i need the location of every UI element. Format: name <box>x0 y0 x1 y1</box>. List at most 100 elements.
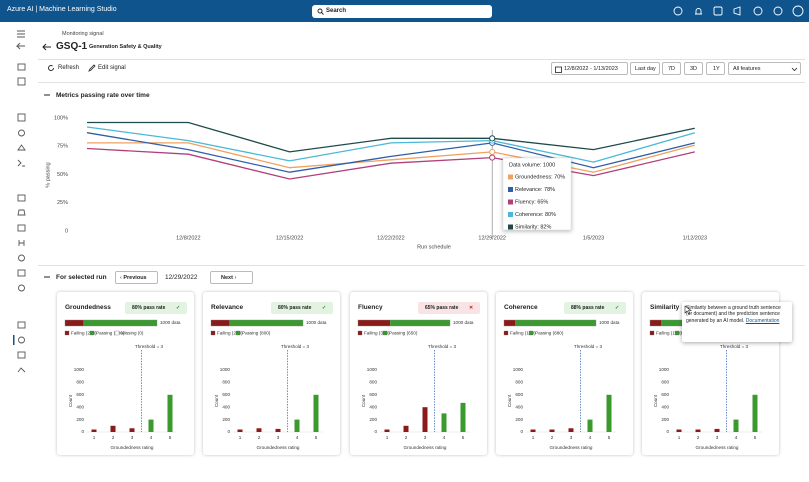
help-icon[interactable] <box>753 6 763 16</box>
tooltip-swatch <box>508 174 513 180</box>
series-line <box>87 142 695 173</box>
feature-filter: All features <box>733 66 761 72</box>
metric-card: Fluency 65% pass rate ✕ <box>350 292 487 455</box>
range-label: 7D <box>668 66 676 72</box>
active-indicator <box>13 335 15 345</box>
edit-signal-button[interactable]: Edit signal <box>98 65 126 71</box>
series-line <box>86 126 695 163</box>
tooltip-item: Groundedness: 70% <box>515 174 565 180</box>
status-icon: ✓ <box>176 305 181 311</box>
next-button[interactable]: Next › <box>210 271 253 284</box>
feature-dropdown[interactable]: All features <box>728 62 801 75</box>
history-icon[interactable] <box>673 6 683 16</box>
settings-icon[interactable] <box>713 6 723 16</box>
search-box[interactable]: Search <box>312 5 492 18</box>
hover-point <box>489 154 496 161</box>
emoji-icon[interactable] <box>773 6 783 16</box>
nav-icon[interactable] <box>17 159 25 167</box>
hover-point <box>489 137 496 144</box>
card-title: Fluency <box>358 304 383 311</box>
collapse-icon[interactable] <box>43 92 51 98</box>
calendar-icon <box>555 66 562 73</box>
y-tick-label: 25% <box>57 200 68 206</box>
nav-icon[interactable] <box>17 269 26 277</box>
top-bar: Azure AI | Machine Learning Studio Searc… <box>0 0 809 22</box>
card-title: Relevance <box>211 304 244 311</box>
search-icon <box>317 8 324 15</box>
range-button[interactable]: 3D <box>684 62 703 75</box>
tooltip-item: Fluency: 65% <box>515 199 548 205</box>
tooltip-box <box>502 157 572 231</box>
y-tick-label: 75% <box>57 144 68 150</box>
y-tick-label: 50% <box>57 172 68 178</box>
nav-icon[interactable] <box>18 284 25 292</box>
range-button[interactable]: 7D <box>662 62 681 75</box>
page-title: GSQ-1 <box>56 41 88 52</box>
nav-icon[interactable] <box>18 129 25 137</box>
catalog-icon[interactable] <box>17 77 26 86</box>
monitoring-icon[interactable] <box>18 336 25 344</box>
section-title: For selected run <box>56 274 107 281</box>
pass-rate: 65% pass rate <box>425 305 459 311</box>
nav-icon[interactable] <box>18 254 25 262</box>
tooltip-swatch <box>508 212 513 217</box>
status-icon: ✓ <box>322 305 327 311</box>
series-line <box>86 132 695 173</box>
divider <box>38 82 805 83</box>
x-axis-label: Run schedule <box>417 244 451 250</box>
hover-point <box>489 135 496 142</box>
x-tick-label: 1/5/2023 <box>583 235 604 241</box>
bell-icon[interactable] <box>695 8 702 15</box>
next-text: Next <box>221 275 233 281</box>
nav-icon[interactable] <box>17 194 26 202</box>
x-tick-label: 12/15/2022 <box>276 235 304 241</box>
back-icon[interactable] <box>15 42 25 50</box>
back-arrow[interactable] <box>41 42 53 52</box>
card-title: Similarity <box>650 304 680 311</box>
breadcrumb[interactable]: Monitoring signal <box>62 31 104 37</box>
pass-rate: 80% pass rate <box>278 305 312 311</box>
home-icon[interactable] <box>17 63 26 71</box>
nav-icon[interactable] <box>18 240 25 246</box>
pass-rate-chip: 65% pass rate ✕ <box>418 302 480 314</box>
tooltip-item: Similarity: 82% <box>515 224 551 230</box>
pass-rate: 80% pass rate <box>132 305 166 311</box>
pass-rate: 88% pass rate <box>571 305 605 311</box>
divider <box>38 265 805 266</box>
nav-icon[interactable] <box>17 144 26 151</box>
collapse-icon[interactable] <box>43 274 51 280</box>
tooltip-item: Relevance: 78% <box>515 187 555 193</box>
edit-icon <box>88 64 96 72</box>
previous-button[interactable]: ‹ Previous <box>115 271 158 284</box>
refresh-button[interactable]: Refresh <box>58 65 80 71</box>
x-tick-label: 1/12/2023 <box>683 235 707 241</box>
tooltip-swatch <box>508 199 513 205</box>
range-button[interactable]: 1Y <box>706 62 725 75</box>
metric-card: Relevance 80% pass rate ✓ <box>203 292 340 455</box>
metric-tooltip: Similarity between a ground truth senten… <box>682 302 792 342</box>
nav-icon[interactable] <box>17 209 26 216</box>
nav-icon[interactable] <box>17 351 26 359</box>
nav-icon[interactable] <box>17 113 26 122</box>
nav-icon[interactable] <box>17 224 26 232</box>
x-tick-label: 12/29/2022 <box>478 235 506 241</box>
nav-icon[interactable] <box>17 321 26 329</box>
avatar-icon[interactable] <box>792 5 804 17</box>
nav-icon[interactable] <box>17 367 26 373</box>
menu-icon[interactable] <box>17 30 25 38</box>
pass-rate-chip: 88% pass rate ✓ <box>564 302 626 314</box>
range-button[interactable]: Last day <box>630 62 660 75</box>
card-title: Coherence <box>504 304 538 311</box>
previous-label: ‹ Previous <box>120 275 147 281</box>
date-range-picker[interactable]: 12/8/2022 - 1/13/2023 <box>551 62 628 75</box>
status-icon: ✓ <box>615 305 620 311</box>
feedback-icon[interactable] <box>733 6 741 16</box>
next-label: Next › <box>221 275 237 281</box>
y-axis-label: % passing <box>45 162 51 187</box>
top-icons <box>673 5 804 17</box>
y-tick-label: 0 <box>65 228 68 234</box>
documentation-link[interactable]: Documentation <box>745 317 780 324</box>
series-line <box>86 147 695 180</box>
cursor <box>684 305 692 315</box>
